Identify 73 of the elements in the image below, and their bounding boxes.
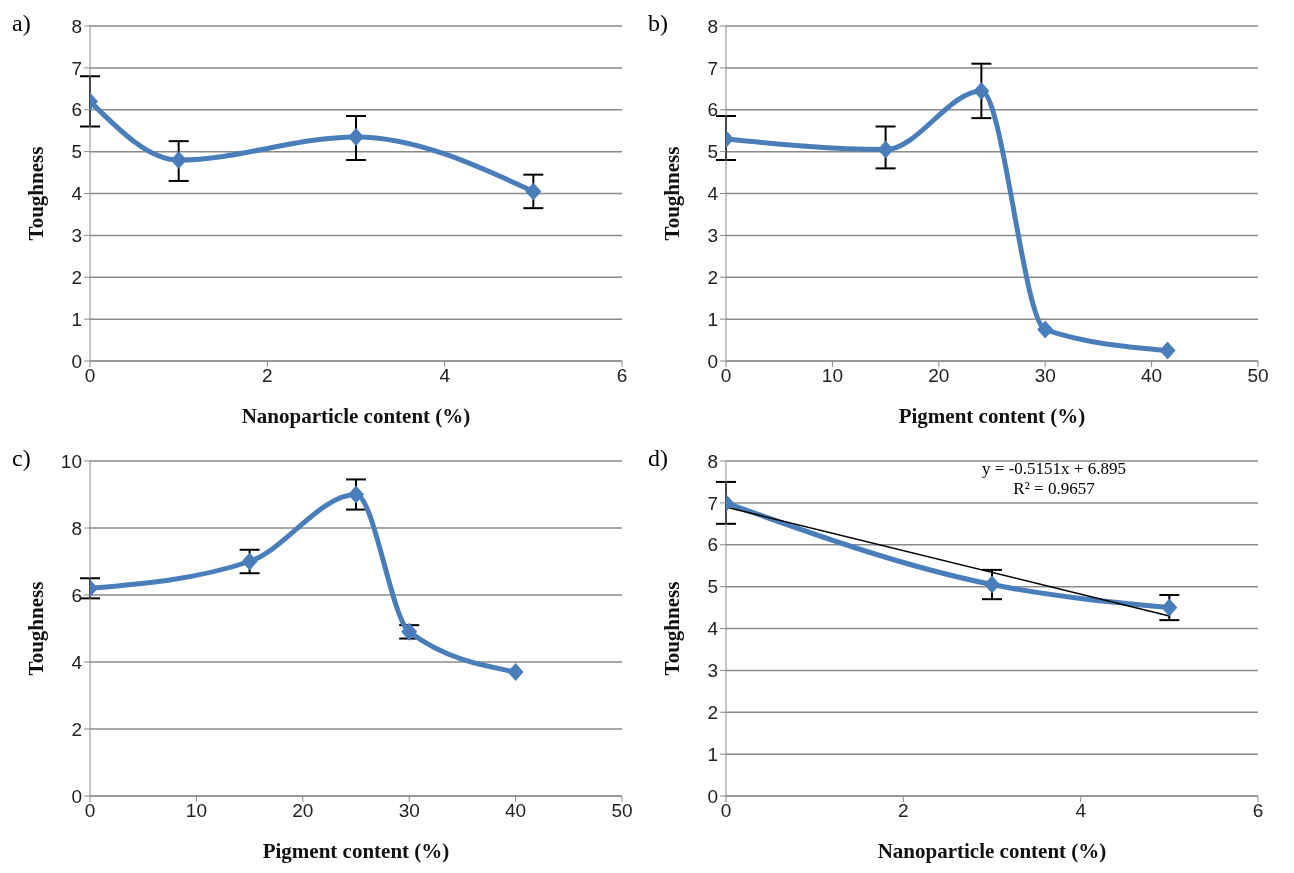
- y-tick-label: 6: [707, 534, 718, 556]
- point: [507, 663, 524, 682]
- x-tick-label: 30: [1034, 365, 1056, 387]
- y-tick-label: 8: [707, 450, 718, 472]
- y-tick-label: 2: [71, 266, 82, 288]
- point: [1161, 598, 1178, 617]
- y-tick-label: 5: [707, 576, 718, 598]
- y-tick-label: 2: [707, 266, 718, 288]
- y-axis-title: Toughness: [660, 581, 685, 676]
- x-axis-title: Nanoparticle content (%): [241, 404, 471, 428]
- x-tick-label: 2: [262, 365, 273, 387]
- point: [1037, 320, 1054, 339]
- y-tick-label: 2: [707, 701, 718, 723]
- point: [973, 81, 990, 100]
- y-tick-label: 7: [71, 57, 82, 79]
- point: [1159, 341, 1176, 360]
- y-tick-label: 1: [707, 308, 718, 330]
- chart-title: d): [648, 445, 668, 472]
- x-tick-label: 30: [398, 800, 420, 822]
- y-tick-label: 7: [707, 492, 718, 514]
- y-tick-label: 6: [71, 99, 82, 121]
- x-tick-label: 6: [616, 365, 628, 387]
- y-tick-label: 0: [707, 350, 718, 372]
- y-tick-label: 5: [707, 141, 718, 163]
- y-tick-label: 4: [71, 651, 83, 673]
- y-axis-title: Toughness: [660, 146, 685, 241]
- x-axis-title: Nanoparticle content (%): [877, 839, 1107, 863]
- chart-title: b): [648, 10, 668, 37]
- x-tick-label: 50: [611, 800, 633, 822]
- point: [525, 182, 542, 201]
- y-axis-title: Toughness: [24, 146, 49, 241]
- y-tick-label: 4: [707, 618, 719, 640]
- y-tick-label: 4: [71, 183, 83, 205]
- y-tick-label: 10: [60, 450, 82, 472]
- y-tick-label: 6: [71, 584, 82, 606]
- annotation: y = -0.5151x + 6.895: [981, 459, 1127, 479]
- y-tick-label: 0: [71, 785, 82, 807]
- x-tick-label: 40: [1141, 365, 1163, 387]
- point: [984, 575, 1000, 594]
- y-axis-title: Toughness: [24, 581, 49, 676]
- x-tick-label: 2: [898, 800, 909, 822]
- x-axis-title: Pigment content (%): [898, 404, 1086, 428]
- point: [348, 127, 364, 146]
- chart-title: c): [12, 445, 31, 472]
- y-tick-label: 8: [707, 15, 718, 37]
- x-tick-label: 50: [1247, 365, 1269, 387]
- annotation: R² = 0.9657: [1012, 479, 1096, 499]
- x-tick-label: 20: [928, 365, 950, 387]
- y-tick-label: 1: [71, 308, 82, 330]
- y-tick-label: 2: [71, 718, 82, 740]
- x-tick-label: 40: [505, 800, 527, 822]
- x-tick-label: 6: [1252, 800, 1264, 822]
- x-tick-label: 4: [439, 365, 451, 387]
- x-axis-title: Pigment content (%): [262, 839, 450, 863]
- y-tick-label: 3: [707, 225, 718, 247]
- point: [348, 485, 364, 504]
- y-tick-label: 8: [71, 517, 82, 539]
- x-tick-label: 4: [1075, 800, 1087, 822]
- y-tick-label: 8: [71, 15, 82, 37]
- y-tick-label: 7: [707, 57, 718, 79]
- y-tick-label: 3: [71, 225, 82, 247]
- point: [170, 151, 187, 169]
- y-tick-label: 5: [71, 141, 82, 163]
- x-tick-label: 10: [821, 365, 843, 387]
- y-tick-label: 4: [707, 183, 719, 205]
- x-tick-label: 10: [185, 800, 207, 822]
- y-tick-label: 0: [707, 785, 718, 807]
- y-tick-label: 3: [707, 660, 718, 682]
- y-tick-label: 0: [71, 350, 82, 372]
- chart-title: a): [12, 10, 31, 37]
- y-tick-label: 1: [707, 743, 718, 765]
- x-tick-label: 20: [292, 800, 314, 822]
- y-tick-label: 6: [707, 99, 718, 121]
